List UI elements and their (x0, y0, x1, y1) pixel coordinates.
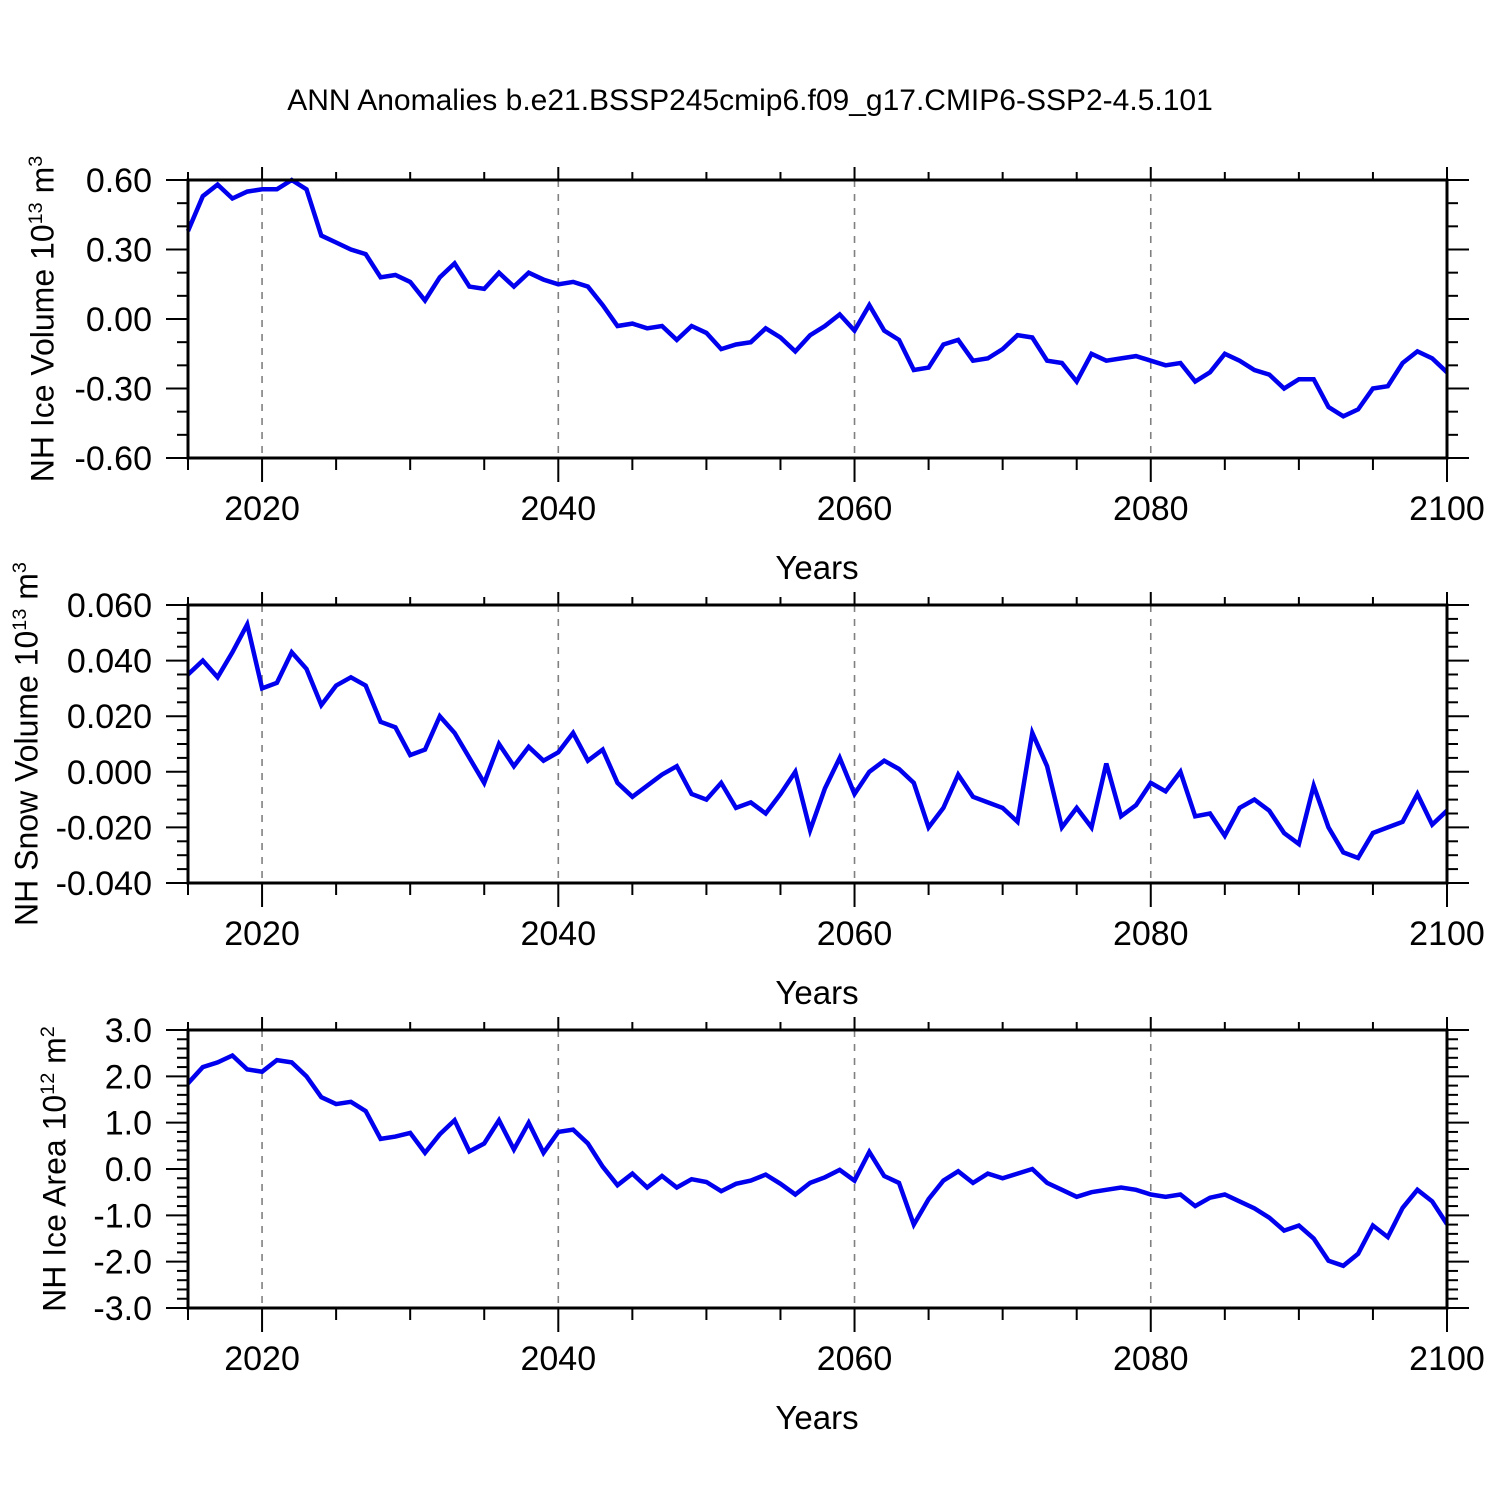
axis-ticks (166, 592, 1469, 907)
y-tick-label: 0.020 (67, 698, 152, 736)
x-tick-label: 2080 (1113, 915, 1189, 953)
gridlines (261, 1030, 1152, 1308)
chart-title: ANN Anomalies b.e21.BSSP245cmip6.f09_g17… (287, 84, 1213, 117)
x-tick-label: 2060 (817, 490, 893, 528)
x-tick-label: 2080 (1113, 490, 1189, 528)
x-axis-label-years-3: Years (775, 1399, 859, 1436)
y-tick-label: 3.0 (105, 1012, 152, 1050)
data-line-nh-ice-area (186, 1052, 1449, 1269)
y-tick-label: 0.000 (67, 754, 152, 792)
plot-border (186, 178, 1449, 460)
x-tick-label: 2040 (520, 1340, 596, 1378)
x-tick-label: 2040 (520, 490, 596, 528)
x-tick-label: 2060 (817, 1340, 893, 1378)
y-tick-label: -0.30 (75, 371, 153, 409)
gridlines (261, 180, 1152, 458)
tick-labels: 0.060 0.040 0.020 0.000 -0.020 -0.040 2020 2040… (56, 587, 1485, 953)
x-tick-label: 2040 (520, 915, 596, 953)
y-tick-label: 0.060 (67, 587, 152, 625)
chart-nh-ice-area: 3.0 2.0 1.0 0.0 -1.0 -2.0 -3.0 2020 2040 2060 2080… (93, 1012, 1484, 1378)
y-tick-label: -0.020 (56, 809, 152, 847)
y-tick-label: 0.00 (86, 301, 152, 339)
tick-labels: 3.0 2.0 1.0 0.0 -1.0 -2.0 -3.0 2020 2040 2060 2080… (93, 1012, 1484, 1378)
axis-ticks (166, 167, 1469, 482)
y-tick-label: 2.0 (105, 1058, 152, 1096)
gridlines (261, 605, 1152, 883)
y-tick-label: -0.040 (56, 865, 152, 903)
y-axis-label-ice-area: NH Ice Area 1012 m2 (36, 1026, 73, 1312)
y-tick-label: 0.60 (86, 162, 152, 200)
x-axis-label-years-1: Years (775, 549, 859, 586)
chart-nh-snow-volume: 0.060 0.040 0.020 0.000 -0.020 -0.040 2020 2040… (56, 587, 1485, 953)
x-tick-label: 2020 (224, 915, 300, 953)
y-tick-label: 0.30 (86, 232, 152, 270)
axis-ticks (166, 1017, 1469, 1332)
y-tick-label: -0.60 (75, 440, 153, 478)
data-line-nh-snow-volume (186, 618, 1449, 861)
chart-nh-ice-volume: 0.60 0.30 0.00 -0.30 -0.60 2020 2040 2060 2080 21… (75, 162, 1485, 528)
y-tick-label: 1.0 (105, 1105, 152, 1143)
x-tick-label: 2100 (1409, 490, 1485, 528)
x-tick-label: 2100 (1409, 1340, 1485, 1378)
y-tick-label: -3.0 (93, 1290, 152, 1328)
x-tick-label: 2020 (224, 490, 300, 528)
x-axis-label-years-2: Years (775, 974, 859, 1011)
tick-labels: 0.60 0.30 0.00 -0.30 -0.60 2020 2040 2060 2080 21… (75, 162, 1485, 528)
data-line-nh-ice-volume (185, 177, 1449, 419)
y-tick-label: 0.040 (67, 643, 152, 681)
plot-border (186, 603, 1449, 885)
x-tick-label: 2060 (817, 915, 893, 953)
x-tick-label: 2080 (1113, 1340, 1189, 1378)
y-tick-label: -1.0 (93, 1197, 152, 1235)
plot-border (186, 1028, 1449, 1310)
y-tick-label: 0.0 (105, 1151, 152, 1189)
x-tick-label: 2020 (224, 1340, 300, 1378)
y-tick-label: -2.0 (93, 1244, 152, 1282)
x-tick-label: 2100 (1409, 915, 1485, 953)
